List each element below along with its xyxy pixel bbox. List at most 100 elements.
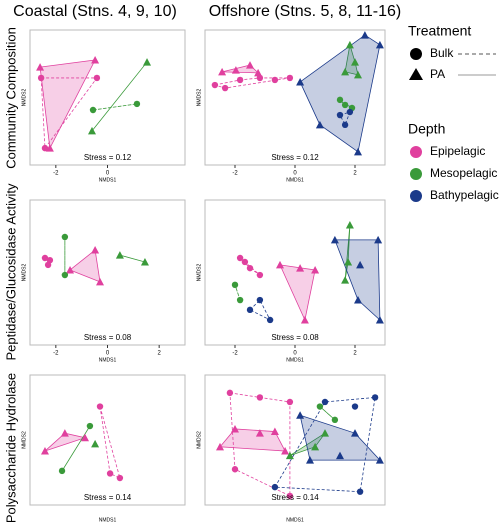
point — [374, 235, 383, 244]
point — [354, 70, 362, 79]
hull — [69, 249, 101, 283]
point — [341, 101, 349, 109]
point — [356, 488, 364, 495]
point — [91, 56, 100, 64]
legend-title: Depth — [408, 121, 445, 137]
point — [375, 40, 384, 49]
point — [256, 296, 264, 304]
point — [58, 467, 66, 475]
point — [231, 66, 240, 74]
y-axis-label: NMDS2 — [21, 89, 27, 107]
hull — [289, 432, 326, 456]
point — [115, 251, 124, 259]
x-axis-label: NMDS1 — [99, 357, 117, 363]
point — [286, 398, 294, 406]
point — [91, 246, 100, 254]
stress-annotation: Stress = 0.14 — [84, 493, 132, 502]
point — [351, 58, 359, 66]
point — [321, 429, 329, 437]
panel-frame — [204, 374, 386, 506]
hull — [279, 264, 316, 322]
x-tick-label: -2 — [53, 351, 59, 357]
x-axis-label: NMDS1 — [99, 517, 117, 523]
hull — [99, 406, 121, 479]
point — [354, 147, 362, 156]
point — [133, 100, 141, 108]
x-axis-label: NMDS1 — [286, 177, 304, 183]
point — [341, 121, 349, 129]
point — [218, 67, 227, 76]
point — [60, 429, 69, 437]
point — [96, 277, 105, 286]
point — [96, 403, 104, 410]
point — [296, 264, 305, 272]
point — [276, 260, 284, 269]
point — [61, 271, 69, 279]
point — [266, 316, 274, 324]
legend-title: Treatment — [408, 23, 471, 39]
point — [256, 74, 264, 82]
hull — [274, 396, 376, 493]
legend-symbol — [410, 190, 422, 202]
legend-symbol — [409, 68, 423, 80]
point — [231, 281, 239, 289]
legend-symbol — [410, 48, 422, 60]
hull — [61, 425, 91, 472]
x-tick-label: 0 — [106, 351, 110, 357]
legend-label: PA — [430, 67, 445, 81]
point — [81, 433, 90, 442]
hull — [249, 299, 272, 321]
point — [281, 447, 290, 455]
point — [341, 276, 350, 284]
panel-frame — [204, 29, 386, 166]
point — [321, 398, 329, 406]
hull — [339, 111, 351, 126]
point — [345, 40, 354, 49]
point — [36, 63, 45, 71]
point — [231, 466, 239, 473]
point — [216, 442, 224, 451]
point — [271, 483, 279, 491]
point — [241, 258, 249, 266]
point — [341, 67, 350, 76]
legend-symbol — [410, 146, 422, 158]
point — [351, 403, 359, 410]
point — [236, 254, 244, 262]
point — [255, 429, 264, 437]
point — [296, 411, 305, 419]
point — [46, 256, 54, 264]
point — [271, 76, 279, 84]
point — [246, 306, 254, 314]
y-axis-label: NMDS2 — [196, 431, 202, 449]
y-axis-label: NMDS2 — [21, 264, 27, 282]
point — [311, 265, 320, 274]
point — [236, 296, 244, 304]
row-title: Community Composition — [3, 27, 18, 169]
point — [86, 422, 94, 430]
point — [351, 429, 359, 437]
point — [296, 77, 305, 86]
legend-label: Epipelagic — [430, 144, 485, 158]
point — [336, 96, 344, 104]
point — [61, 233, 69, 241]
point — [345, 221, 354, 229]
point — [375, 456, 384, 464]
point — [236, 76, 244, 84]
panel-frame — [29, 29, 186, 166]
point — [256, 394, 264, 401]
panel-frame — [29, 374, 186, 506]
point — [254, 68, 263, 77]
point — [336, 451, 344, 460]
panel-frame — [29, 199, 186, 346]
point — [360, 31, 369, 39]
hull — [44, 432, 87, 452]
hull — [229, 392, 291, 497]
point — [211, 81, 219, 89]
x-tick-label: 0 — [293, 351, 297, 357]
y-axis-label: NMDS2 — [196, 89, 202, 107]
x-tick-label: 0 — [293, 171, 297, 177]
point — [116, 474, 124, 482]
column-title: Coastal (Stns. 4, 9, 10) — [13, 3, 177, 20]
